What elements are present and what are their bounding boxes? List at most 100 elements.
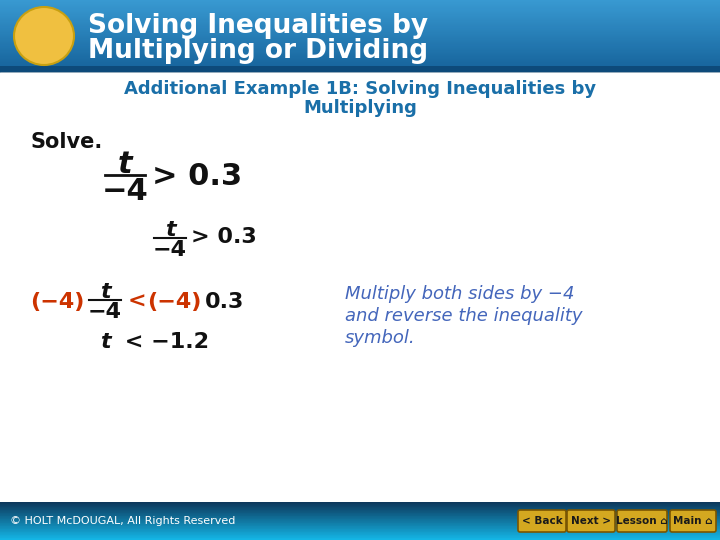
Text: < Back: < Back: [521, 516, 562, 526]
Text: t: t: [117, 150, 132, 179]
FancyBboxPatch shape: [567, 510, 615, 532]
Bar: [0, 530, 720, 531]
Text: Multiply both sides by −4: Multiply both sides by −4: [345, 285, 575, 303]
Text: t: t: [165, 220, 175, 240]
Text: t: t: [100, 332, 111, 352]
Bar: [0, 511, 720, 512]
Bar: [0, 525, 720, 527]
Text: −4: −4: [102, 177, 148, 206]
Bar: [0, 1, 720, 3]
Bar: [0, 16, 720, 17]
Bar: [0, 536, 720, 537]
Bar: [0, 2, 720, 4]
Bar: [0, 44, 720, 46]
Text: Solving Inequalities by: Solving Inequalities by: [88, 13, 428, 39]
Bar: [0, 50, 720, 52]
Bar: [0, 18, 720, 19]
FancyBboxPatch shape: [617, 510, 667, 532]
Bar: [0, 506, 720, 507]
Bar: [0, 515, 720, 516]
Bar: [0, 55, 720, 57]
Bar: [0, 39, 720, 41]
Bar: [0, 48, 720, 50]
FancyBboxPatch shape: [518, 510, 566, 532]
Bar: [0, 61, 720, 63]
Text: −4: −4: [88, 302, 122, 322]
Bar: [0, 527, 720, 528]
Bar: [0, 38, 720, 40]
Bar: [0, 28, 720, 29]
Bar: [0, 508, 720, 509]
Bar: [0, 26, 720, 28]
Bar: [0, 21, 720, 22]
Text: Next >: Next >: [571, 516, 611, 526]
Bar: [0, 33, 720, 35]
Bar: [0, 37, 720, 39]
Bar: [0, 58, 720, 59]
Bar: [0, 53, 720, 55]
Bar: [0, 516, 720, 518]
Bar: [0, 69, 720, 70]
Bar: [0, 49, 720, 51]
Text: Solve.: Solve.: [30, 132, 102, 152]
Bar: [0, 59, 720, 60]
Bar: [0, 0, 720, 2]
Bar: [0, 535, 720, 536]
Bar: [0, 517, 720, 518]
Bar: [0, 30, 720, 32]
Bar: [0, 516, 720, 517]
Bar: [0, 63, 720, 64]
Bar: [0, 45, 720, 48]
Bar: [0, 514, 720, 515]
Bar: [0, 510, 720, 511]
Bar: [0, 10, 720, 11]
Text: Multiplying: Multiplying: [303, 99, 417, 117]
Bar: [0, 43, 720, 45]
Bar: [0, 512, 720, 514]
Bar: [0, 29, 720, 30]
Bar: [0, 514, 720, 515]
Bar: [0, 52, 720, 53]
Bar: [0, 56, 720, 58]
Text: 0.3: 0.3: [205, 292, 244, 312]
Bar: [0, 521, 720, 522]
Bar: [0, 31, 720, 33]
Bar: [0, 17, 720, 18]
Bar: [0, 509, 720, 510]
FancyBboxPatch shape: [670, 510, 716, 532]
Bar: [0, 510, 720, 511]
Bar: [0, 47, 720, 49]
Text: Multiplying or Dividing: Multiplying or Dividing: [88, 38, 428, 64]
Bar: [0, 35, 720, 37]
Bar: [0, 12, 720, 14]
Bar: [0, 507, 720, 509]
Text: −4: −4: [153, 240, 187, 260]
Bar: [0, 505, 720, 507]
Ellipse shape: [14, 7, 74, 65]
Text: < −1.2: < −1.2: [117, 332, 209, 352]
Text: > 0.3: > 0.3: [191, 227, 257, 247]
Bar: [0, 24, 720, 26]
Bar: [0, 64, 720, 65]
Bar: [0, 42, 720, 44]
Bar: [0, 539, 720, 540]
Bar: [0, 523, 720, 524]
Bar: [0, 512, 720, 513]
Bar: [0, 520, 720, 522]
Text: <: <: [128, 292, 147, 312]
Bar: [0, 518, 720, 519]
Bar: [0, 502, 720, 503]
Bar: [0, 66, 720, 68]
Text: > 0.3: > 0.3: [152, 162, 242, 191]
Bar: [0, 525, 720, 526]
Bar: [0, 522, 720, 523]
Text: Additional Example 1B: Solving Inequalities by: Additional Example 1B: Solving Inequalit…: [124, 80, 596, 98]
Text: © HOLT McDOUGAL, All Rights Reserved: © HOLT McDOUGAL, All Rights Reserved: [10, 516, 235, 526]
Bar: [0, 524, 720, 525]
Bar: [0, 60, 720, 62]
Bar: [0, 537, 720, 538]
Bar: [0, 15, 720, 16]
Bar: [0, 531, 720, 532]
Bar: [0, 4, 720, 5]
Bar: [0, 32, 720, 34]
